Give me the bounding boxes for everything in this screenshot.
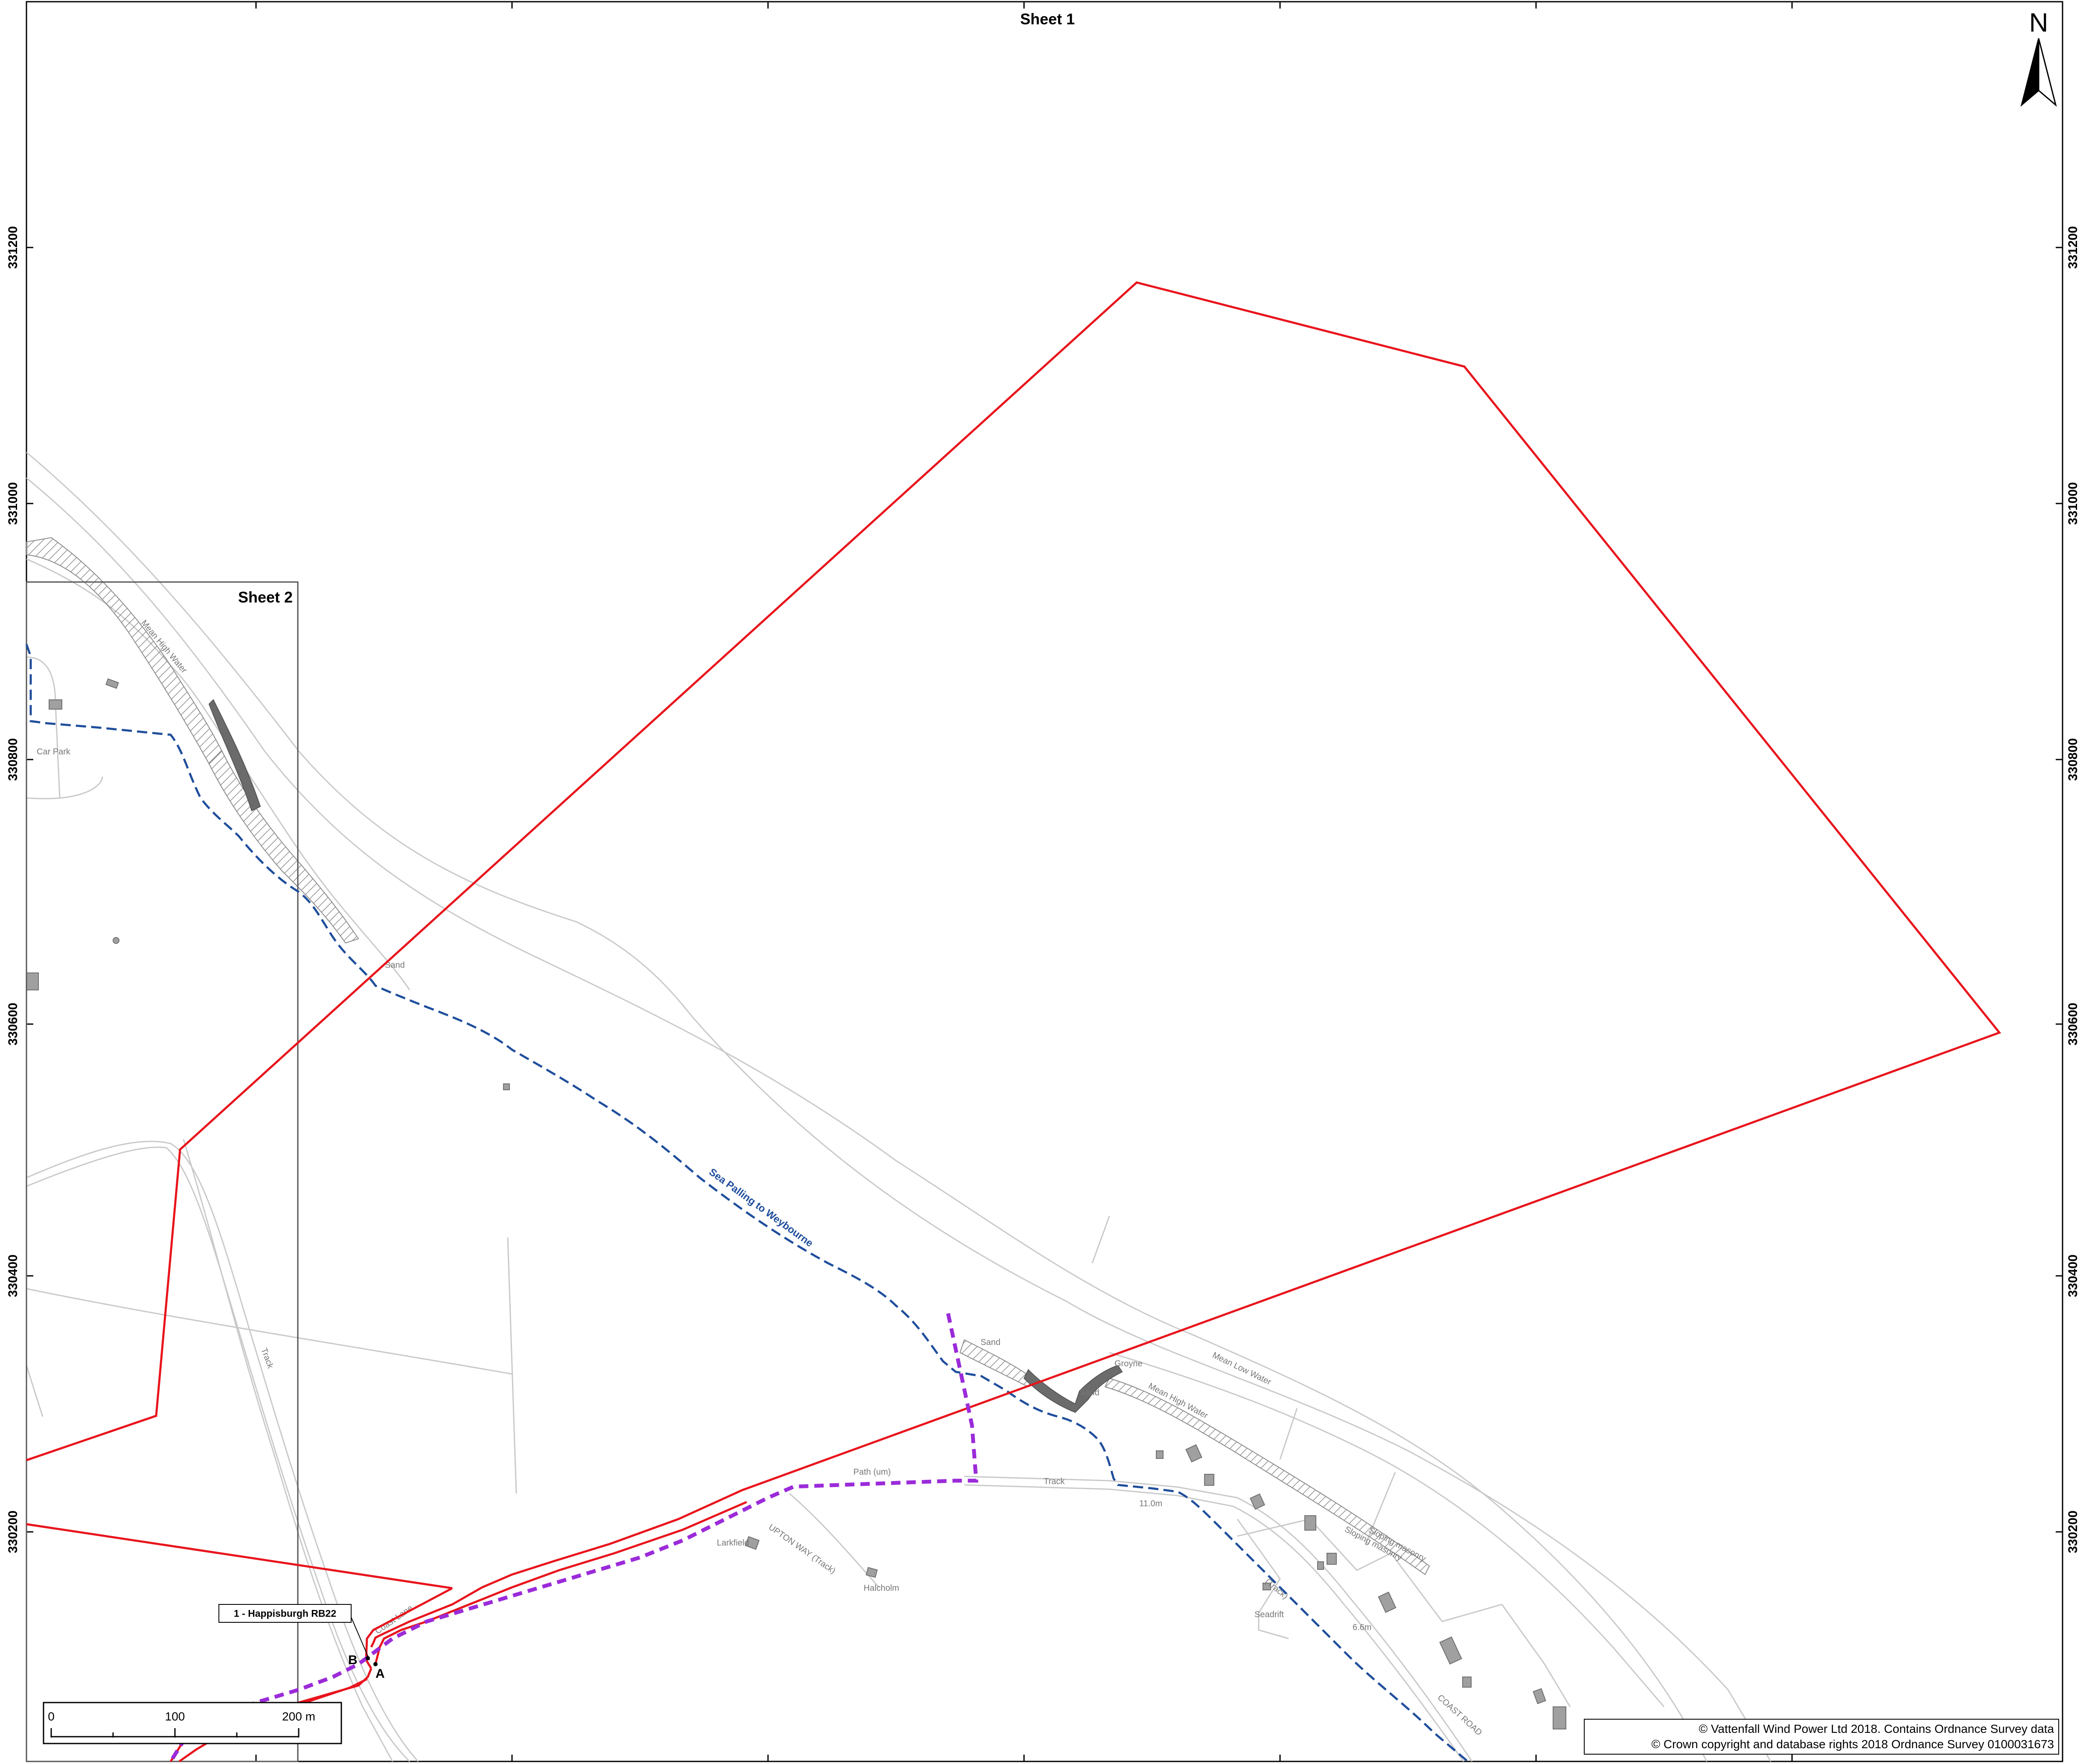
y-tick-right-330600: 330600 bbox=[2066, 1003, 2080, 1045]
building bbox=[49, 699, 62, 710]
buildings bbox=[26, 678, 1566, 1729]
label-seadrift: Seadrift bbox=[1254, 1610, 1284, 1619]
building bbox=[1378, 1592, 1397, 1613]
sheet-1-label: Sheet 1 bbox=[1020, 10, 1075, 28]
sheet-2-label: Sheet 2 bbox=[238, 588, 293, 606]
wind-farm-boundary[interactable] bbox=[26, 281, 2002, 1648]
building bbox=[1317, 1561, 1324, 1570]
label-halcholm: Halcholm bbox=[864, 1584, 899, 1593]
cable-route[interactable] bbox=[169, 1313, 978, 1763]
y-tick-left-331000: 331000 bbox=[6, 482, 20, 525]
cable-corridor-boundary-north[interactable] bbox=[26, 1523, 453, 1589]
cable-corridor-boundary-inner[interactable] bbox=[365, 1587, 453, 1669]
coast-road-line-2 bbox=[964, 1484, 1464, 1762]
field-line-11 bbox=[1237, 1519, 1289, 1639]
y-tick-left-330200: 330200 bbox=[6, 1511, 20, 1553]
building bbox=[1304, 1515, 1316, 1531]
shingle-area-4 bbox=[1104, 1377, 1430, 1575]
label-car-park: Car Park bbox=[37, 747, 71, 757]
copyright-line-1: © Vattenfall Wind Power Ltd 2018. Contai… bbox=[1699, 1722, 2054, 1735]
label-sand-2: Sand bbox=[980, 1338, 1001, 1347]
callout-box bbox=[218, 1604, 352, 1623]
building bbox=[745, 1536, 760, 1550]
coast-road-line-1 bbox=[964, 1476, 1473, 1762]
scale-label-0: 0 bbox=[48, 1710, 55, 1723]
label-spot-11: 11.0m bbox=[1139, 1499, 1162, 1508]
label-sand-3: Sand bbox=[1079, 1388, 1100, 1397]
building bbox=[1185, 1444, 1202, 1463]
track-line bbox=[183, 1139, 393, 1762]
building bbox=[1533, 1688, 1546, 1704]
frame-ticks bbox=[26, 2, 2063, 1761]
building bbox=[1462, 1677, 1472, 1688]
coast-path-sea-palling-to-weybourne[interactable] bbox=[25, 644, 1469, 1762]
map-frame bbox=[26, 1, 2063, 1762]
north-label: N bbox=[2029, 8, 2048, 38]
y-tick-right-331200: 331200 bbox=[2066, 226, 2080, 269]
building bbox=[1327, 1553, 1337, 1565]
field-line-3 bbox=[26, 1288, 512, 1375]
scale-bar-box bbox=[43, 1702, 342, 1744]
shingle-areas bbox=[26, 537, 1430, 1575]
sheet-2-frame bbox=[26, 581, 299, 1762]
building bbox=[113, 937, 119, 944]
field-line-13 bbox=[1501, 1604, 1571, 1707]
building bbox=[1439, 1636, 1462, 1665]
groyne-feature-2 bbox=[1023, 1365, 1123, 1413]
label-track-2: Track bbox=[1044, 1477, 1065, 1486]
building bbox=[1553, 1706, 1566, 1729]
building bbox=[105, 678, 119, 689]
label-larkfield: Larkfield bbox=[717, 1538, 749, 1548]
building bbox=[1204, 1474, 1214, 1486]
y-tick-left-330800: 330800 bbox=[6, 738, 20, 781]
copyright-line-2: © Crown copyright and database rights 20… bbox=[1651, 1738, 2054, 1751]
field-line-7 bbox=[1091, 1216, 1110, 1263]
field-line-5 bbox=[26, 776, 103, 799]
label-groyne: Groyne bbox=[1114, 1359, 1143, 1368]
building bbox=[1263, 1583, 1271, 1590]
building bbox=[1249, 1493, 1266, 1510]
building bbox=[1156, 1450, 1164, 1459]
point-b-label: B bbox=[348, 1653, 358, 1667]
mean-low-water-line bbox=[1109, 1352, 1665, 1707]
y-tick-left-330600: 330600 bbox=[6, 1003, 20, 1045]
shingle-area-2 bbox=[208, 750, 359, 944]
building bbox=[865, 1567, 878, 1578]
y-tick-left-330400: 330400 bbox=[6, 1255, 20, 1297]
callout-leader bbox=[351, 1617, 370, 1660]
groyne-feature-1 bbox=[208, 699, 261, 812]
y-tick-right-330400: 330400 bbox=[2066, 1255, 2080, 1297]
label-path-um: Path (um) bbox=[853, 1467, 891, 1477]
field-boundary-2 bbox=[26, 1146, 410, 1762]
callout-text: 1 - Happisburgh RB22 bbox=[234, 1608, 336, 1619]
north-arrow: N bbox=[2020, 8, 2057, 107]
scale-bar: 0 100 200 m bbox=[43, 1702, 342, 1744]
scale-label-100: 100 bbox=[165, 1710, 185, 1723]
north-arrow-icon-half bbox=[2038, 38, 2057, 107]
field-line-8 bbox=[1279, 1408, 1298, 1460]
cable-corridor-boundary-south-2[interactable] bbox=[374, 1501, 747, 1665]
building bbox=[26, 972, 39, 990]
copyright-box: © Vattenfall Wind Power Ltd 2018. Contai… bbox=[1584, 1719, 2059, 1755]
label-sand-1: Sand bbox=[385, 961, 405, 970]
y-tick-left-331200: 331200 bbox=[6, 226, 20, 269]
y-tick-right-330800: 330800 bbox=[2066, 738, 2080, 781]
basemap-lines bbox=[26, 451, 1772, 1762]
building bbox=[503, 1083, 510, 1090]
foreshore-inner-line bbox=[26, 477, 1708, 1762]
y-tick-right-331000: 331000 bbox=[2066, 482, 2080, 525]
label-spot-66: 6.6m bbox=[1353, 1623, 1371, 1632]
field-boundary-1 bbox=[26, 1141, 419, 1762]
point-b-marker[interactable] bbox=[366, 1656, 370, 1660]
field-line-10 bbox=[26, 1365, 44, 1417]
point-a-label: A bbox=[375, 1667, 385, 1681]
foreshore-outer-line bbox=[26, 451, 1772, 1762]
point-a-marker[interactable] bbox=[373, 1662, 378, 1666]
y-tick-right-330200: 330200 bbox=[2066, 1511, 2080, 1553]
scale-label-200: 200 m bbox=[282, 1710, 315, 1723]
field-line-12 bbox=[1237, 1518, 1502, 1622]
field-line-4 bbox=[507, 1237, 517, 1494]
